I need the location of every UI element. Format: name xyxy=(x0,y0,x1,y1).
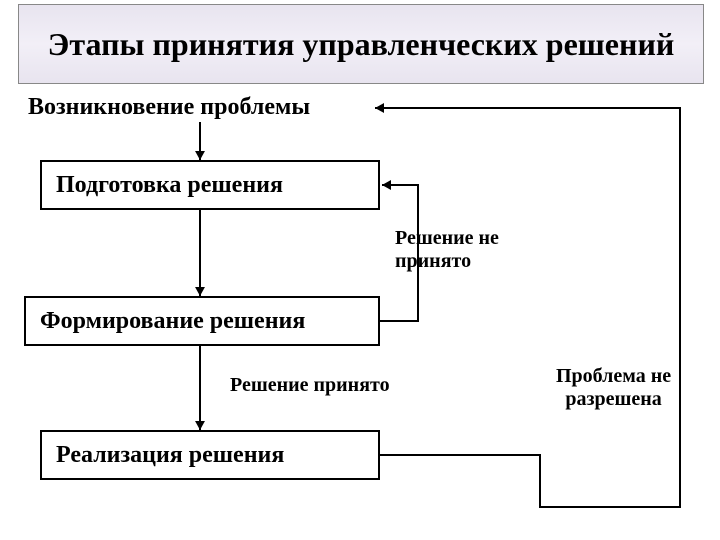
node-realize: Реализация решения xyxy=(40,430,380,480)
label-not-accepted: Решение непринято xyxy=(395,227,499,273)
node-problem-text: Возникновение проблемы xyxy=(28,94,310,120)
node-form-text: Формирование решения xyxy=(40,308,305,335)
label-not-resolved: Проблема неразрешена xyxy=(556,365,671,411)
title-box: Этапы принятия управленческих решений xyxy=(18,4,704,84)
node-realize-text: Реализация решения xyxy=(56,442,284,469)
node-form: Формирование решения xyxy=(24,296,380,346)
label-accepted: Решение принято xyxy=(230,374,390,397)
node-prepare-text: Подготовка решения xyxy=(56,172,283,199)
realize-feedback-to-problem xyxy=(375,108,680,507)
node-prepare: Подготовка решения xyxy=(40,160,380,210)
node-problem: Возникновение проблемы xyxy=(28,94,310,122)
title-text: Этапы принятия управленческих решений xyxy=(48,26,675,63)
